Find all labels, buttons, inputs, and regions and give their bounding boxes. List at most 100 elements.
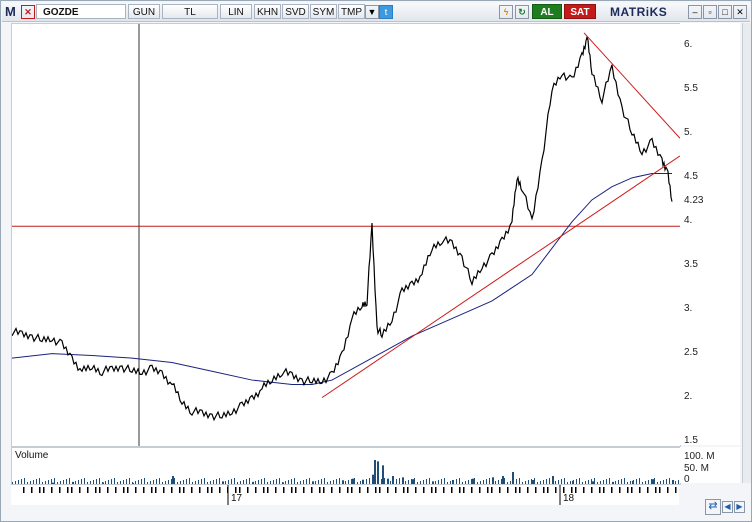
volume-bar	[618, 480, 619, 484]
volume-bar	[374, 460, 376, 484]
volume-bar	[510, 481, 511, 484]
volume-tick-label: 0	[684, 474, 690, 485]
volume-panel[interactable]: Volume	[11, 447, 681, 485]
volume-bar	[531, 479, 532, 484]
volume-bar	[156, 479, 157, 484]
remove-symbol-icon[interactable]: ✕	[21, 5, 35, 19]
time-tick	[499, 487, 501, 493]
volume-bar	[543, 480, 544, 484]
svd-button[interactable]: SVD	[282, 4, 309, 19]
vertical-scrollbar[interactable]	[742, 23, 751, 483]
tmp-button[interactable]: TMP	[338, 4, 365, 19]
volume-bar	[210, 481, 211, 484]
volume-bar	[654, 478, 655, 484]
symbol-input[interactable]: GOZDE	[36, 4, 126, 19]
volume-bar	[570, 481, 571, 484]
buy-button[interactable]: AL	[532, 4, 562, 19]
scroll-left-icon[interactable]: ◀	[722, 501, 733, 513]
volume-bar	[69, 478, 70, 484]
volume-bar	[186, 479, 187, 484]
volume-bar	[330, 481, 331, 484]
time-tick	[263, 487, 265, 493]
minimize-icon[interactable]: –	[688, 5, 702, 19]
resistance-trendline	[583, 32, 680, 139]
time-tick	[255, 487, 257, 493]
volume-bar	[129, 478, 130, 484]
time-tick	[183, 487, 185, 493]
time-tick	[163, 487, 165, 493]
refresh-icon[interactable]: ↻	[515, 5, 529, 19]
price-plot-area[interactable]	[11, 23, 681, 447]
volume-bar	[315, 481, 316, 484]
currency-button[interactable]: TL	[162, 4, 218, 19]
volume-bar	[564, 478, 565, 484]
period-button[interactable]: GUN	[128, 4, 160, 19]
volume-bar	[558, 480, 559, 484]
year-label: 18	[563, 493, 575, 504]
volume-bar	[459, 478, 460, 484]
volume-bar	[675, 481, 676, 484]
close-icon[interactable]: ✕	[733, 5, 747, 19]
scale-button[interactable]: LIN	[220, 4, 252, 19]
volume-bar	[228, 480, 229, 484]
volume-bar	[243, 480, 244, 484]
time-tick	[51, 487, 53, 493]
volume-bar	[408, 480, 409, 484]
volume-bar	[99, 478, 100, 484]
scroll-right-icon[interactable]: ▶	[734, 501, 745, 513]
price-tick-label: 6.	[684, 38, 693, 50]
time-tick	[275, 487, 277, 493]
volume-bar	[592, 481, 594, 484]
price-tick-label: 2.	[684, 390, 693, 402]
volume-bar	[291, 479, 292, 484]
volume-bar	[90, 481, 91, 484]
time-tick	[667, 487, 669, 493]
maximize-icon[interactable]: □	[718, 5, 732, 19]
time-tick	[87, 487, 89, 493]
sell-button[interactable]: SAT	[564, 4, 596, 19]
volume-bar	[377, 461, 379, 484]
volume-bar	[615, 481, 616, 484]
volume-bar	[636, 479, 637, 484]
price-chart	[12, 24, 680, 446]
volume-bar	[552, 476, 554, 484]
sync-icon[interactable]: ⇄	[705, 499, 721, 515]
time-tick	[471, 487, 473, 493]
volume-bar	[93, 480, 94, 484]
volume-bar	[579, 478, 580, 484]
time-tick	[599, 487, 601, 493]
volume-bar	[52, 482, 54, 484]
volume-bar	[192, 482, 193, 484]
time-tick	[179, 487, 181, 493]
volume-bar	[249, 478, 250, 484]
volume-bar	[624, 478, 625, 484]
volume-bar	[525, 481, 526, 484]
time-tick	[79, 487, 81, 493]
twitter-icon[interactable]: t	[379, 5, 393, 19]
time-tick	[403, 487, 405, 493]
volume-bar	[567, 482, 568, 484]
volume-bar	[621, 479, 622, 484]
volume-bar	[312, 482, 313, 484]
dropdown-arrow-icon[interactable]: ▼	[365, 5, 379, 19]
volume-bar	[288, 480, 289, 484]
restore-icon[interactable]: ▫	[703, 5, 717, 19]
time-tick	[443, 487, 445, 493]
time-axis: 17 18	[11, 485, 679, 505]
sym-button[interactable]: SYM	[310, 4, 337, 19]
volume-bar	[381, 479, 382, 484]
volume-bar	[612, 482, 613, 484]
support-trendline	[321, 155, 680, 399]
volume-bar	[519, 478, 520, 484]
year-label: 17	[231, 493, 243, 504]
khn-button[interactable]: KHN	[254, 4, 281, 19]
time-tick	[367, 487, 369, 493]
volume-bar	[492, 477, 494, 484]
volume-bar	[108, 480, 109, 484]
volume-bar	[630, 481, 631, 484]
volume-bar	[600, 481, 601, 484]
lightning-icon[interactable]: ϟ	[499, 5, 513, 19]
price-tick-label: 4.5	[684, 170, 698, 182]
time-tick	[235, 487, 237, 493]
volume-bar	[502, 476, 504, 484]
